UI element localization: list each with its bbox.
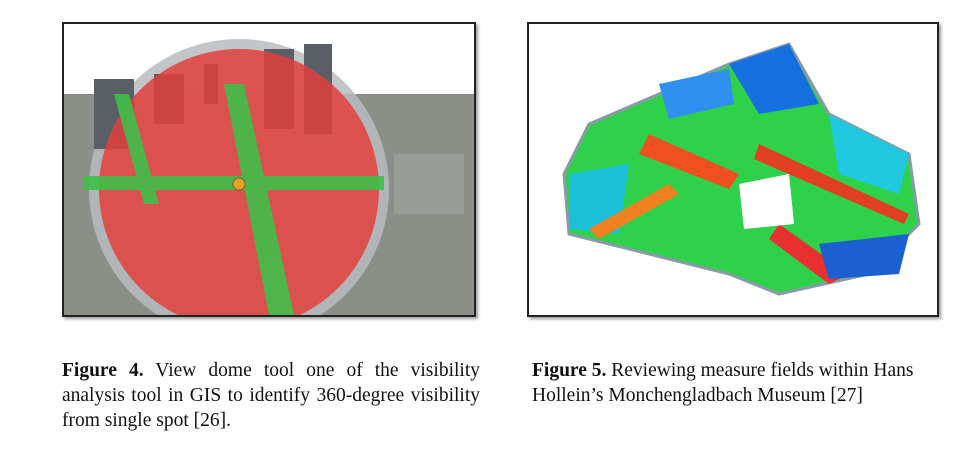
figure-label: Figure 4. <box>62 360 144 381</box>
caption-text: Reviewing measure fields within Hans Hol… <box>532 360 914 406</box>
museum-measure-fields <box>562 42 921 296</box>
city-view-dome <box>64 24 474 315</box>
field-colors <box>569 44 909 284</box>
figure-5-caption: Figure 5. Reviewing measure fields withi… <box>532 358 922 408</box>
figure-5-image <box>527 22 939 317</box>
figure-4-caption: Figure 4. View dome tool one of the visi… <box>62 358 480 433</box>
caption-text: View dome tool one of the visibility ana… <box>62 360 480 431</box>
figure-label: Figure 5. <box>532 360 607 381</box>
figure-4-image <box>62 22 476 317</box>
viewpoint <box>232 177 246 191</box>
